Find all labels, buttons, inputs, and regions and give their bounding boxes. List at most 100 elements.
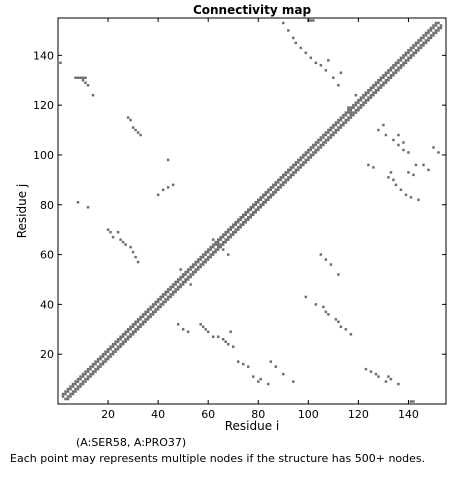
diagonal-point [69, 385, 72, 388]
diagonal-point [292, 166, 295, 169]
diagonal-point [364, 91, 368, 94]
diagonal-point [354, 103, 358, 107]
diagonal-point [174, 280, 177, 284]
diagonal-point [332, 131, 335, 134]
diagonal-point [246, 211, 250, 214]
contact-point [136, 131, 140, 134]
diagonal-point [194, 268, 197, 271]
contact-point [106, 228, 110, 231]
diagonal-point [264, 198, 268, 202]
contact-point [111, 235, 115, 239]
diagonal-point [214, 243, 217, 246]
diagonal-point [369, 88, 373, 92]
diagonal-point [214, 248, 217, 251]
diagonal-point [259, 196, 263, 199]
diagonal-point [131, 333, 135, 336]
contact-point [347, 106, 350, 109]
contact-point [79, 76, 82, 80]
diagonal-point [209, 253, 212, 256]
diagonal-point [394, 61, 398, 65]
diagonal-point [119, 338, 122, 341]
diagonal-point [141, 323, 145, 326]
diagonal-point [164, 290, 167, 294]
chart-title: Connectivity map [193, 3, 312, 17]
diagonal-contact-band [61, 21, 443, 401]
diagonal-point [79, 377, 82, 381]
diagonal-point [399, 66, 403, 70]
contact-point [76, 76, 80, 80]
diagonal-point [292, 173, 295, 177]
diagonal-point [199, 255, 202, 259]
diagonal-point [332, 126, 335, 129]
diagonal-point [322, 143, 325, 147]
diagonal-point [91, 365, 95, 368]
diagonal-point [309, 153, 313, 157]
diagonal-point [184, 273, 187, 276]
diagonal-point [241, 220, 245, 224]
diagonal-point [211, 250, 215, 254]
contact-point [221, 248, 225, 251]
diagonal-point [439, 26, 443, 30]
contact-point [216, 243, 220, 246]
diagonal-point [252, 211, 255, 214]
diagonal-point [111, 345, 115, 348]
diagonal-point [76, 380, 80, 383]
diagonal-point [204, 260, 207, 264]
diagonal-point [181, 280, 185, 284]
diagonal-point [379, 86, 383, 89]
diagonal-point [369, 86, 373, 89]
diagonal-point [96, 360, 100, 363]
x-tick-label: 120 [348, 408, 369, 421]
diagonal-point [407, 56, 410, 60]
diagonal-point [246, 208, 250, 211]
diagonal-point [149, 308, 152, 311]
diagonal-point [304, 158, 308, 162]
diagonal-point [239, 225, 242, 229]
contact-point [397, 133, 400, 137]
diagonal-point [314, 151, 318, 154]
diagonal-point [342, 123, 345, 127]
diagonal-point [327, 136, 330, 139]
diagonal-point [159, 295, 162, 299]
diagonal-point [254, 208, 257, 211]
diagonal-point [382, 83, 385, 87]
diagonal-point [297, 166, 300, 169]
contact-point [312, 19, 315, 22]
contact-point [74, 76, 77, 80]
diagonal-point [151, 310, 155, 314]
contact-point [282, 21, 285, 25]
diagonal-point [71, 385, 75, 388]
diagonal-point [156, 308, 160, 311]
diagonal-point [409, 54, 413, 57]
diagonal-point [419, 36, 423, 40]
diagonal-point [224, 233, 227, 236]
diagonal-point [216, 245, 220, 249]
diagonal-point [302, 153, 305, 157]
diagonal-point [204, 253, 207, 256]
diagonal-point [412, 44, 415, 47]
contact-point [134, 255, 137, 259]
diagonal-point [209, 245, 212, 249]
contact-point [422, 163, 425, 167]
diagonal-point [409, 56, 413, 60]
diagonal-point [347, 111, 350, 114]
diagonal-point [204, 258, 207, 261]
diagonal-point [71, 392, 75, 396]
diagonal-point [194, 263, 197, 266]
diagonal-point [186, 275, 190, 279]
diagonal-point [134, 323, 137, 326]
contact-point [324, 69, 328, 72]
diagonal-point [106, 350, 110, 353]
diagonal-point [304, 161, 308, 164]
diagonal-point [429, 34, 433, 37]
diagonal-point [277, 178, 280, 182]
diagonal-point [74, 390, 77, 393]
diagonal-point [317, 146, 320, 149]
diagonal-point [214, 250, 217, 254]
diagonal-point [404, 54, 408, 57]
y-tick-label: 40 [40, 298, 54, 311]
diagonal-point [144, 318, 147, 321]
diagonal-point [114, 347, 117, 351]
diagonal-point [94, 360, 97, 363]
diagonal-point [327, 138, 330, 142]
